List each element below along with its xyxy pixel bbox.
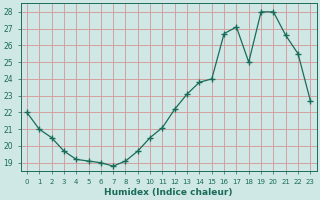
- X-axis label: Humidex (Indice chaleur): Humidex (Indice chaleur): [104, 188, 233, 197]
